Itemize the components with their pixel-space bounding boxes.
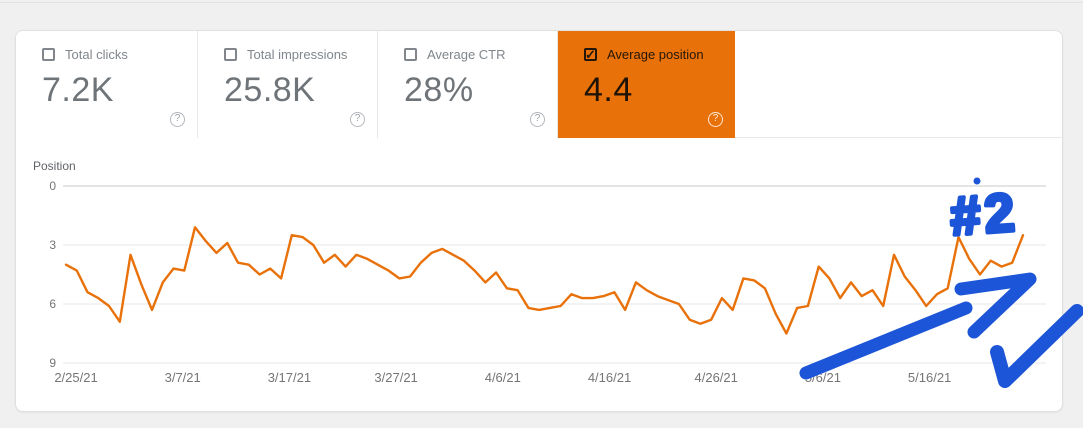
metric-value: 7.2K xyxy=(42,71,114,109)
y-axis-title: Position xyxy=(33,159,76,173)
metric-card-average-position[interactable]: Average position 4.4 ? xyxy=(558,31,735,138)
average-ctr-checkbox[interactable] xyxy=(404,48,417,61)
metric-card-header: Total clicks xyxy=(42,47,197,62)
position-line-chart[interactable]: Position 0 3 6 92/25/21 3/7/21 3/17/21 3/27/21 4… xyxy=(16,138,1063,412)
x-tick-label: 5/6/21 xyxy=(805,370,841,385)
x-tick-label: 4/26/21 xyxy=(695,370,738,385)
x-tick-label: 4/16/21 xyxy=(588,370,631,385)
metric-card-header: Average position xyxy=(584,47,735,63)
metric-card-header: Total impressions xyxy=(224,47,377,62)
metric-value: 28% xyxy=(404,71,474,109)
metric-value: 25.8K xyxy=(224,71,316,109)
metric-label: Average CTR xyxy=(427,47,506,62)
help-icon[interactable]: ? xyxy=(530,112,545,127)
performance-panel: Total clicks 7.2K ? Total impressions 25… xyxy=(15,30,1063,412)
x-tick-label: 3/7/21 xyxy=(165,370,201,385)
total-clicks-checkbox[interactable] xyxy=(42,48,55,61)
metric-label: Average position xyxy=(607,47,704,62)
x-tick-label: 3/17/21 xyxy=(268,370,311,385)
y-tick-label: 6 xyxy=(49,297,56,311)
x-tick-label: 4/6/21 xyxy=(485,370,521,385)
help-icon[interactable]: ? xyxy=(350,112,365,127)
x-tick-label: 2/25/21 xyxy=(54,370,97,385)
metric-card-average-ctr[interactable]: Average CTR 28% ? xyxy=(378,31,558,138)
average-position-series-line xyxy=(64,226,1025,335)
help-icon[interactable]: ? xyxy=(170,112,185,127)
metric-cards-row: Total clicks 7.2K ? Total impressions 25… xyxy=(16,31,1062,138)
total-impressions-checkbox[interactable] xyxy=(224,48,237,61)
metric-card-total-clicks[interactable]: Total clicks 7.2K ? xyxy=(16,31,198,138)
x-tick-label: 5/16/21 xyxy=(908,370,951,385)
metric-label: Total clicks xyxy=(65,47,128,62)
x-tick-label: 3/27/21 xyxy=(374,370,417,385)
y-tick-label: 3 xyxy=(49,238,56,252)
metric-label: Total impressions xyxy=(247,47,348,62)
y-tick-label: 0 xyxy=(49,179,56,193)
metric-card-total-impressions[interactable]: Total impressions 25.8K ? xyxy=(198,31,378,138)
average-position-checkbox[interactable] xyxy=(584,47,597,63)
y-tick-label: 9 xyxy=(49,356,56,370)
metric-value: 4.4 xyxy=(584,71,633,109)
page-top-border xyxy=(0,2,1083,3)
metric-card-header: Average CTR xyxy=(404,47,557,62)
help-icon[interactable]: ? xyxy=(708,112,723,127)
